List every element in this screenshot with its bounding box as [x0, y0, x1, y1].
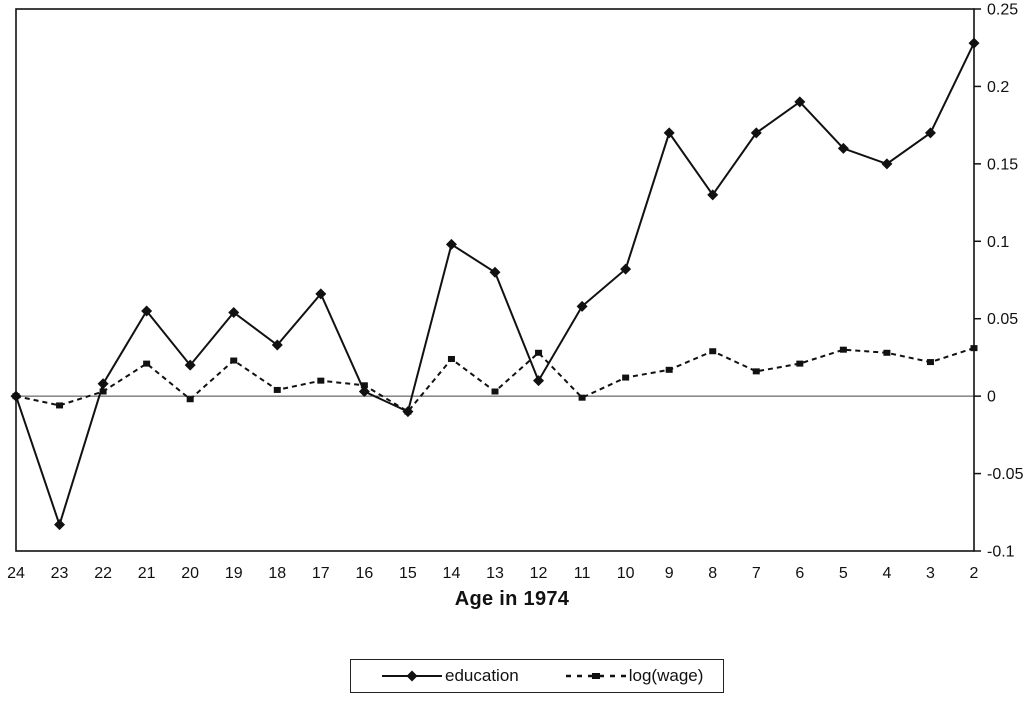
logwage-marker [883, 349, 891, 356]
y-tick-label: 0.2 [987, 79, 1009, 96]
education-marker [489, 266, 501, 278]
logwage-marker [578, 394, 586, 401]
education-marker [924, 127, 936, 139]
education-marker [97, 378, 109, 390]
x-tick-label: 2 [970, 565, 979, 582]
x-tick-label: 5 [839, 565, 848, 582]
logwage-marker [186, 396, 194, 403]
education-marker [663, 127, 675, 139]
education-marker [707, 189, 719, 201]
x-tick-label: 4 [882, 565, 891, 582]
logwage-marker [360, 382, 368, 389]
education-marker [620, 263, 632, 275]
education-marker [184, 359, 196, 371]
x-tick-label: 16 [355, 565, 373, 582]
education-marker [750, 127, 762, 139]
x-tick-label: 3 [926, 565, 935, 582]
x-tick-label: 15 [399, 565, 417, 582]
x-tick-label: 10 [617, 565, 635, 582]
logwage-marker [752, 368, 760, 375]
x-tick-label: 12 [530, 565, 548, 582]
education-marker [881, 158, 893, 170]
education-marker [533, 375, 545, 387]
education-marker [837, 142, 849, 154]
legend-label-logwage: log(wage) [628, 666, 704, 685]
education-marker [794, 96, 806, 108]
x-tick-label: 21 [138, 565, 156, 582]
logwage-marker [56, 402, 64, 409]
education-marker [271, 339, 283, 351]
logwage-marker [926, 359, 934, 366]
x-tick-label: 8 [708, 565, 717, 582]
education-marker [54, 519, 66, 531]
logwage-marker [12, 393, 20, 400]
legend-label-education: education [445, 666, 519, 685]
x-tick-label: 7 [752, 565, 761, 582]
x-tick-label: 13 [486, 565, 504, 582]
education-series-line [15, 42, 975, 528]
education-marker [445, 238, 457, 250]
x-tick-label: 22 [94, 565, 112, 582]
education-marker [315, 288, 327, 300]
logwage-marker [970, 345, 978, 352]
education-marker [576, 300, 588, 312]
logwage-marker [404, 408, 412, 415]
logwage-marker [839, 346, 847, 353]
x-tick-label: 18 [268, 565, 286, 582]
x-tick-label: 11 [574, 565, 591, 582]
x-tick-label: 19 [225, 565, 243, 582]
x-tick-label: 24 [7, 565, 25, 582]
logwage-marker [491, 388, 499, 395]
education-marker [358, 385, 370, 397]
education-marker [968, 37, 980, 49]
y-tick-label: -0.05 [987, 466, 1024, 483]
logwage-marker [143, 360, 151, 367]
x-tick-label: 20 [181, 565, 199, 582]
logwage-line-sample-icon [565, 673, 626, 679]
logwage-marker [447, 355, 455, 362]
logwage-marker [796, 360, 804, 367]
x-tick-label: 6 [795, 565, 804, 582]
legend-entry-logwage: log(wage) [565, 666, 704, 686]
plot-border [15, 8, 975, 552]
legend-entry-education: education [381, 666, 519, 686]
logwage-marker [230, 357, 238, 364]
y-tick-label: 0.05 [987, 311, 1018, 328]
education-marker [141, 305, 153, 317]
x-axis-title: Age in 1974 [454, 588, 570, 610]
y-tick-label: 0.25 [987, 2, 1018, 19]
y-tick-label: -0.1 [987, 544, 1015, 561]
logwage-marker [709, 348, 717, 355]
logwage-marker [99, 388, 107, 395]
legend: education log(wage) [350, 659, 724, 693]
y-tick-label: 0 [987, 389, 996, 406]
x-tick-label: 14 [443, 565, 461, 582]
x-tick-label: 17 [312, 565, 330, 582]
education-line-sample-icon [382, 670, 442, 682]
y-tick-label: 0.15 [987, 156, 1018, 173]
logwage-marker [273, 386, 281, 393]
logwage-series-line [15, 347, 975, 413]
x-tick-label: 23 [51, 565, 69, 582]
logwage-marker [535, 349, 543, 356]
logwage-marker [622, 374, 630, 381]
y-tick-label: 0.1 [987, 234, 1009, 251]
logwage-marker [665, 366, 673, 373]
logwage-marker [317, 377, 325, 384]
x-tick-label: 9 [665, 565, 674, 582]
education-marker [228, 307, 240, 319]
